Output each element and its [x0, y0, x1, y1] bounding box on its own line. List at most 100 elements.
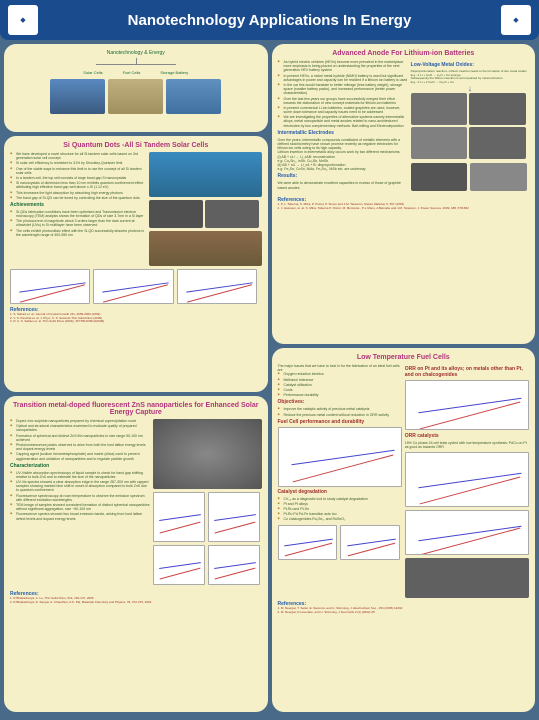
em-chart — [208, 545, 260, 585]
logo-left: ◆ — [8, 5, 38, 35]
sub1-text: Disproportionation reaction—lithium inse… — [411, 70, 529, 84]
sem — [469, 93, 526, 125]
panel-title: Advanced Anode For Lithium-ion Batteries — [278, 50, 530, 57]
sem — [411, 127, 468, 159]
bullet: Formation of spherical and distinct ZnS:… — [10, 434, 150, 442]
uv-chart — [153, 492, 205, 542]
tree-leaves: Solar Cells Fuel Cells Storage Battery — [83, 70, 188, 75]
schematic1 — [149, 152, 262, 197]
cv-chart — [278, 525, 338, 560]
sem — [469, 127, 526, 159]
bullets: As hybrid electric vehicles (HEVs) becom… — [278, 60, 408, 128]
left-column: Nanotechnology & Energy Solar Cells Fuel… — [4, 44, 268, 712]
panel-zns: Transition metal-doped fluorescent ZnS n… — [4, 396, 268, 712]
cv-charts — [278, 525, 402, 560]
results-head: Results: — [278, 173, 408, 179]
tree-item: Solar Cells — [83, 70, 102, 75]
electrode — [470, 163, 527, 191]
panel-title: Transition metal-doped fluorescent ZnS n… — [10, 402, 262, 416]
electrode — [411, 163, 468, 191]
issue: Methanol tolerance — [278, 378, 402, 382]
sem — [411, 93, 468, 125]
bullet: The photocurrent of magnitude about 3 or… — [10, 219, 146, 227]
refs: 1. P. L. Taberna, S. Mitra, P. Poizot, P… — [278, 203, 530, 210]
achievements-head: Achievements — [10, 202, 146, 208]
bullet: UV-Vis spectra showed a clear absorption… — [10, 480, 150, 493]
bullet: Doped zinc sulphide nanoparticles prepar… — [10, 419, 150, 423]
abs-chart — [153, 545, 205, 585]
sem-images — [149, 200, 262, 228]
bullet: The band gap of Si-QD can be tuned by co… — [10, 196, 146, 200]
fuelcell-img — [108, 79, 163, 114]
sem-img — [149, 200, 203, 228]
chart-row — [10, 269, 262, 304]
refs: 1. M. Neergat, T. Seiler, E. Savonov, an… — [278, 607, 530, 614]
bullet: TEM image of samples showed consistent f… — [10, 503, 150, 511]
perf-head: Fuel Cell performance and durability — [278, 419, 402, 425]
obj-head: Objectives: — [278, 399, 402, 405]
panel-anode: Advanced Anode For Lithium-ion Batteries… — [272, 44, 536, 344]
sub-oxides: Low-Voltage Metal Oxides: — [411, 62, 529, 68]
poster-header: ◆ Nanotechnology Applications In Energy … — [0, 0, 539, 40]
chart — [93, 269, 173, 304]
bullet: Co chalcogenides Ru₂Se₂, and RuSeO₂ — [278, 517, 402, 521]
spectra-row — [153, 492, 261, 542]
sem-grid — [411, 93, 529, 159]
issue: Catalyst utilisation — [278, 383, 402, 387]
results-text: We were able to demonstrate excellent ca… — [278, 181, 408, 189]
tem-fc — [405, 558, 529, 598]
bullet: Over the last few years our groups have … — [278, 97, 408, 105]
bullet: This increases the light absorption by a… — [10, 191, 146, 195]
bullet: Optical and structural characteristics e… — [10, 424, 150, 432]
panel-title: Low Temperature Fuel Cells — [278, 354, 530, 361]
panel-si-quantum: Si Quantum Dots -All Si Tandem Solar Cel… — [4, 136, 268, 392]
bullet: In present commercial Li-ion batteries, … — [278, 106, 408, 114]
perf-chart — [278, 427, 402, 487]
issues: Oxygen reduction kinetics Methanol toler… — [278, 372, 402, 397]
bullet: Si solar cell efficiency is restricted t… — [10, 161, 146, 165]
tree-root: Nanotechnology & Energy — [107, 50, 165, 56]
bullet: Capping agent (sodium hexametaphosphate)… — [10, 452, 150, 460]
bullets: Doped zinc sulphide nanoparticles prepar… — [10, 419, 150, 461]
electrode-imgs — [411, 163, 529, 191]
tree-connector — [86, 58, 186, 70]
poster-content: Nanotechnology & Energy Solar Cells Fuel… — [0, 40, 539, 716]
logo-right: ◆ — [501, 5, 531, 35]
bullet: Photoluminescence peaks observed to aris… — [10, 443, 150, 451]
refs: 1. R Bhattacharya, C. Lu, Thin Solid Fil… — [10, 597, 262, 604]
refs: 1. S. Sahani et. al. Journal of Crystal … — [10, 313, 262, 324]
bullet: Pt-Ru and Pt-Sn — [278, 507, 402, 511]
bullet: Reduce the precious metal content withou… — [278, 413, 402, 417]
sub2-text: Over the years, intermetallic compounds … — [278, 138, 408, 172]
panel-fuelcell: Low Temperature Fuel Cells The major iss… — [272, 348, 536, 712]
intro: The major issues that we have to look in… — [278, 364, 402, 372]
bullet: We are investigating the properties of a… — [278, 115, 408, 128]
cat-chart — [405, 452, 529, 507]
issue: Performance durability — [278, 393, 402, 397]
chart — [177, 269, 257, 304]
concept-tree: Nanotechnology & Energy Solar Cells Fuel… — [10, 50, 262, 117]
chart — [10, 269, 90, 304]
ach-bullets: Si-QDs fabrication conditions have been … — [10, 210, 146, 237]
cv-chart — [340, 525, 400, 560]
bullet: In present HEVs, a nickel metal hydride … — [278, 74, 408, 82]
bullet: Si nanocrystals of dimension less than 1… — [10, 181, 146, 189]
orr-chart — [405, 380, 529, 430]
bullet: Fluorescence spectra showed two broad em… — [10, 512, 150, 520]
bullet: CV₀₆ as a diagnostic tool to study catal… — [278, 497, 402, 501]
orr-head: ORR on Pt and its alloys; on metals othe… — [405, 366, 529, 378]
pl-chart — [208, 492, 260, 542]
tree-images — [50, 79, 221, 114]
bullet: Pt and Pt alloys — [278, 502, 402, 506]
issue: Costs — [278, 388, 402, 392]
bullets: We have developed a novel structure for … — [10, 152, 146, 200]
bullet: In the car this would translate to bette… — [278, 83, 408, 96]
bullet: Si-QDs fabrication conditions have been … — [10, 210, 146, 218]
battery-img — [166, 79, 221, 114]
cat-head: ORR catalysts — [405, 433, 529, 439]
bullet: Pt-Ru Pd Pd-Fe transition acts too — [278, 512, 402, 516]
bullet: UV-Visible absorption spectroscopy of li… — [10, 471, 150, 479]
bullet: The cells exhibit photovoltaic effect wi… — [10, 229, 146, 237]
cat-text: 15% Co phase 24 cell tests cycled with l… — [405, 441, 529, 449]
solar-img — [50, 79, 105, 114]
